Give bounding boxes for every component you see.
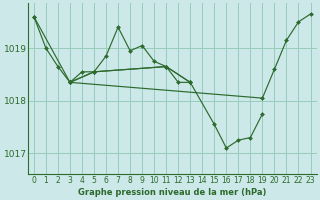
- X-axis label: Graphe pression niveau de la mer (hPa): Graphe pression niveau de la mer (hPa): [78, 188, 266, 197]
